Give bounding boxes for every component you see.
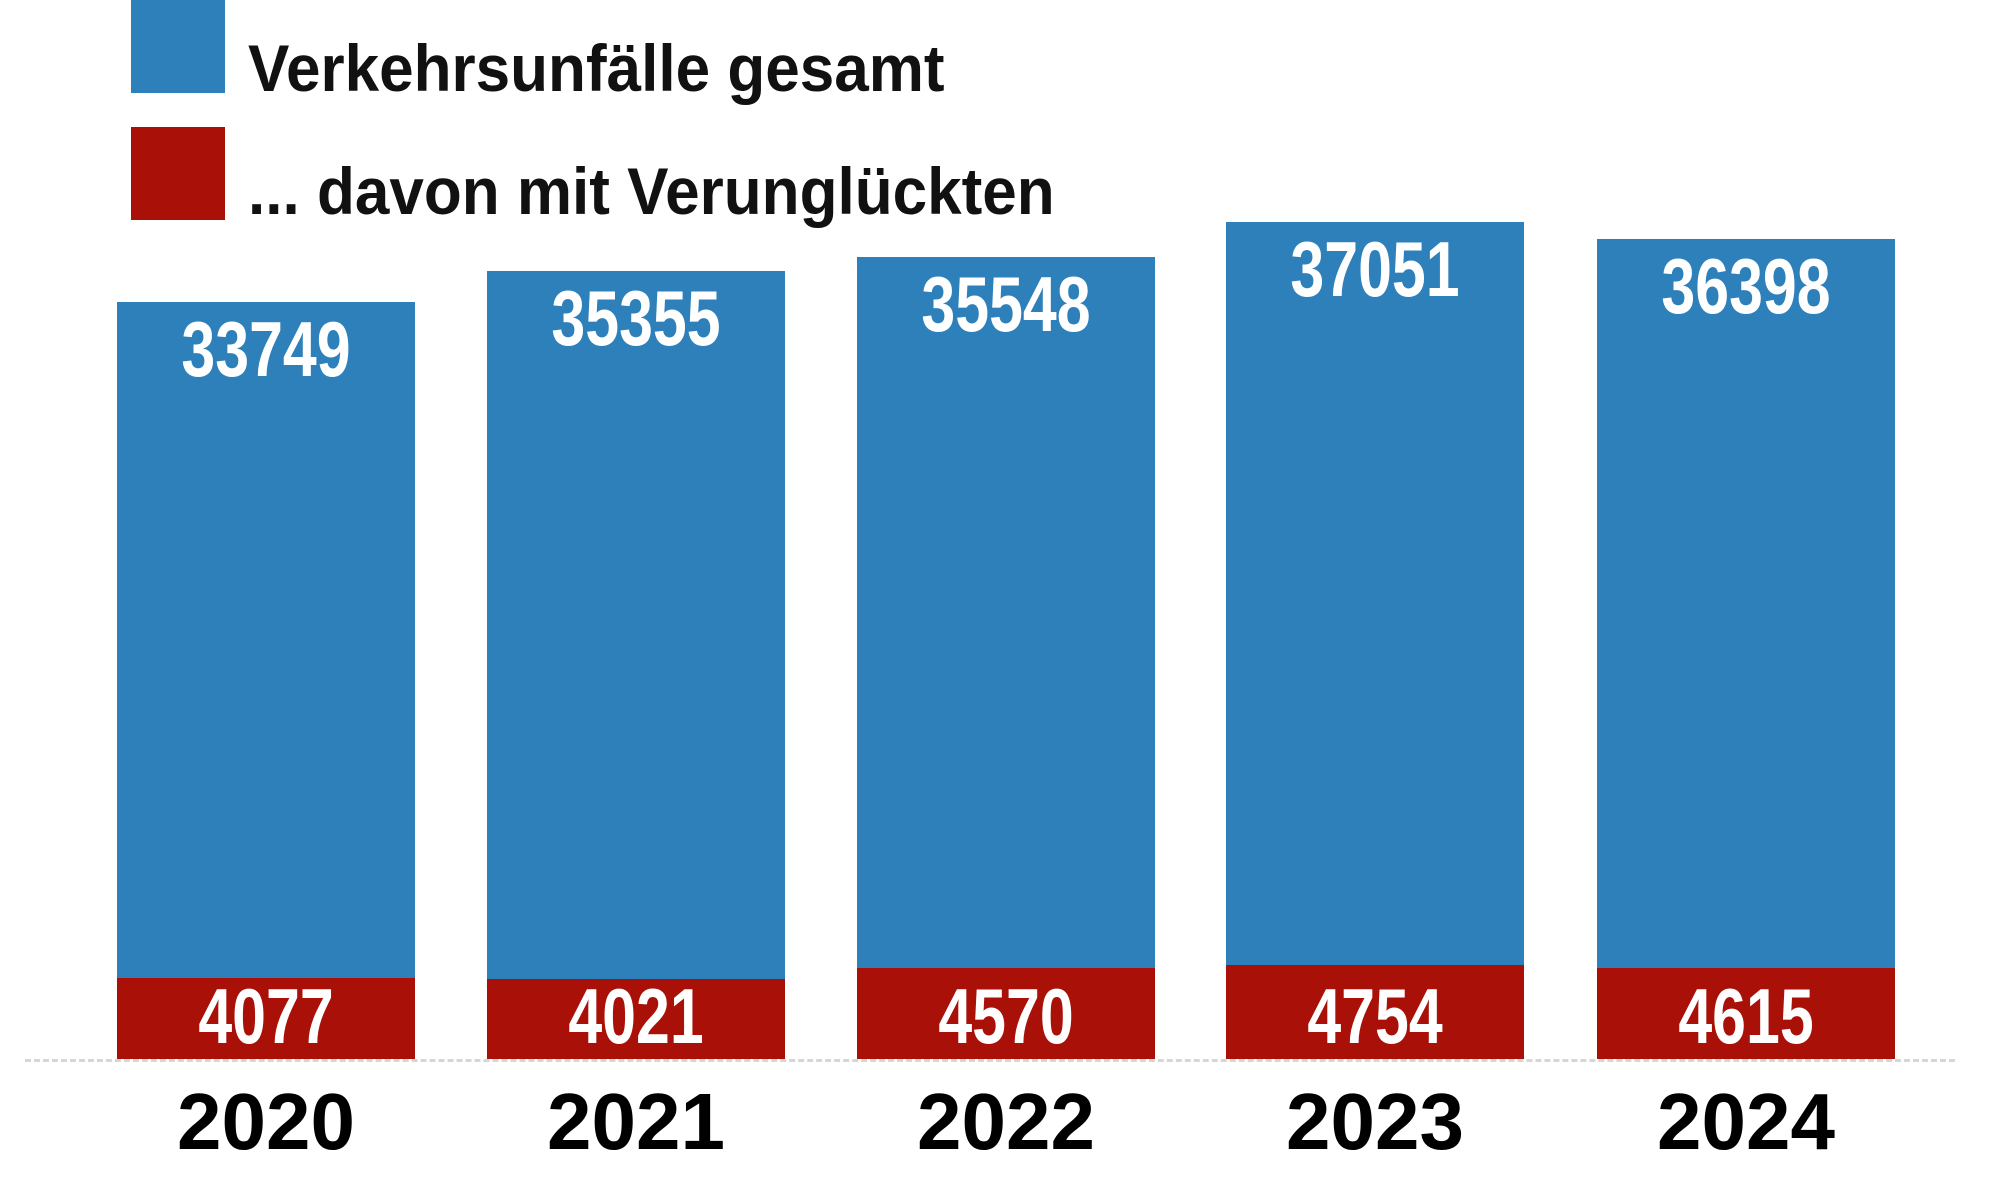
bar-injured-2020 xyxy=(117,978,415,1059)
value-total-2023: 37051 xyxy=(1290,225,1460,313)
bar-2021: 35355 4021 xyxy=(487,271,785,1059)
bar-total-2022 xyxy=(857,257,1155,1059)
bar-total-2023 xyxy=(1226,222,1524,1059)
bar-2020: 33749 4077 xyxy=(117,302,415,1059)
x-tick-2023: 2023 xyxy=(1286,1077,1464,1166)
bar-total-2021 xyxy=(487,271,785,1059)
x-tick-2024: 2024 xyxy=(1657,1077,1835,1166)
value-total-2022: 35548 xyxy=(921,260,1091,348)
value-total-2024: 36398 xyxy=(1661,242,1831,330)
bar-total-2024 xyxy=(1597,239,1895,1059)
bar-total-2020 xyxy=(117,302,415,1059)
bar-injured-2024 xyxy=(1597,968,1895,1059)
value-injured-2021: 4021 xyxy=(568,972,704,1060)
x-axis-baseline xyxy=(25,1059,1955,1062)
bar-injured-2021 xyxy=(487,979,785,1059)
x-tick-2021: 2021 xyxy=(547,1077,725,1166)
value-injured-2023: 4754 xyxy=(1307,972,1443,1060)
value-injured-2020: 4077 xyxy=(198,972,334,1060)
x-tick-2020: 2020 xyxy=(177,1077,355,1166)
bar-2022: 35548 4570 xyxy=(857,257,1155,1059)
bar-2023: 37051 4754 xyxy=(1226,222,1524,1059)
bar-injured-2022 xyxy=(857,968,1155,1059)
x-tick-2022: 2022 xyxy=(917,1077,1095,1166)
bar-2024: 36398 4615 xyxy=(1597,239,1895,1059)
legend-label-injured: ... davon mit Verunglückten xyxy=(248,154,1055,228)
value-total-2021: 35355 xyxy=(551,274,721,362)
legend-label-total: Verkehrsunfälle gesamt xyxy=(248,31,945,105)
value-total-2020: 33749 xyxy=(181,305,351,393)
value-injured-2024: 4615 xyxy=(1678,972,1814,1060)
bar-injured-2023 xyxy=(1226,965,1524,1059)
legend-swatch-total xyxy=(131,0,225,93)
value-injured-2022: 4570 xyxy=(938,972,1074,1060)
legend-swatch-injured xyxy=(131,127,225,220)
